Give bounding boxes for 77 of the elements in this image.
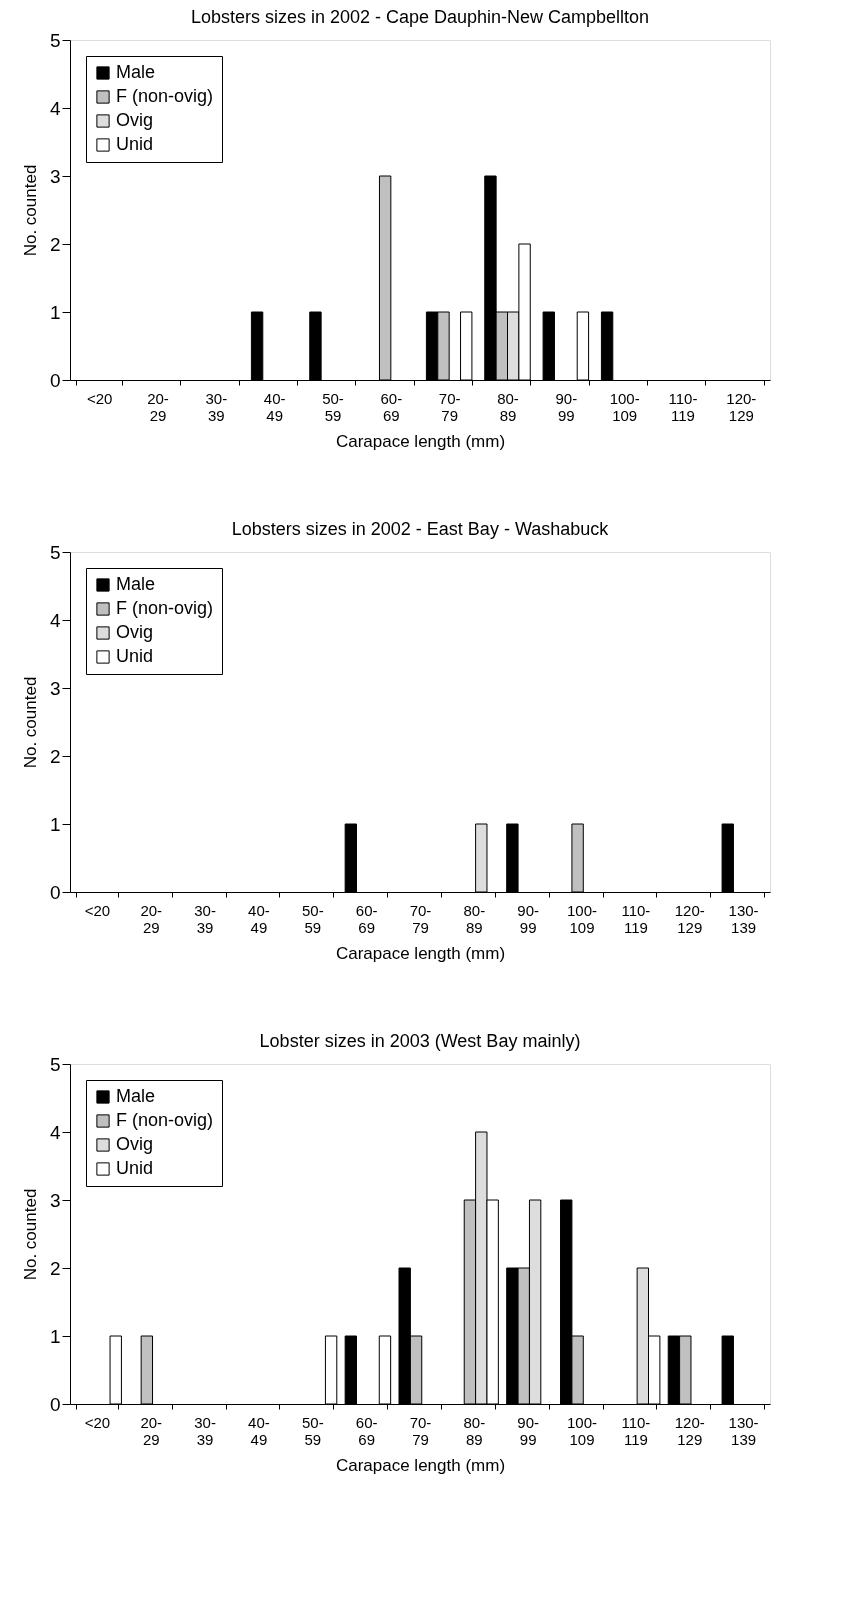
x-tick-label: 60-69	[355, 901, 378, 936]
x-tick-label: 90-99	[517, 1413, 540, 1448]
x-tick-label: 80-89	[463, 901, 486, 936]
y-tick-label: 0	[49, 1393, 61, 1415]
legend-label: F (non-ovig)	[116, 1110, 214, 1130]
y-tick-label: 1	[49, 1325, 61, 1347]
x-tick-label: 100-109	[567, 901, 598, 936]
y-axis-title: No. counted	[20, 676, 40, 769]
x-tick-label: 40-49	[248, 901, 270, 936]
y-tick-label: 1	[49, 813, 61, 835]
legend-label: Ovig	[116, 622, 154, 642]
x-tick-label: <20	[84, 901, 111, 919]
legend-label: Male	[116, 1086, 156, 1106]
x-tick-label: 30-39	[205, 389, 228, 424]
x-tick-label: 110-119	[621, 1413, 651, 1448]
x-axis-title: Carapace length (mm)	[335, 943, 506, 963]
y-tick-label: 4	[49, 609, 61, 631]
y-tick-label: 4	[49, 97, 61, 119]
y-tick-label: 5	[49, 29, 61, 51]
x-tick-label: 60-69	[355, 1413, 378, 1448]
x-tick-label: 70-79	[409, 901, 432, 936]
y-tick-label: 3	[49, 677, 61, 699]
x-tick-label: 110-119	[668, 389, 698, 424]
chart-title: Lobsters sizes in 2002 - East Bay - Washabuck	[231, 519, 610, 539]
chart-title: Lobster sizes in 2003 (West Bay mainly)	[259, 1031, 581, 1051]
x-tick-label: 30-39	[194, 901, 216, 936]
y-tick-label: 0	[49, 881, 61, 903]
y-tick-label: 3	[49, 165, 61, 187]
legend-label: Ovig	[116, 110, 154, 130]
x-tick-label: 20-29	[140, 901, 163, 936]
y-tick-label: 3	[49, 1189, 61, 1211]
x-axis-title: Carapace length (mm)	[335, 431, 506, 451]
x-tick-label: 90-99	[555, 389, 578, 424]
legend-label: Unid	[116, 134, 154, 154]
legend-label: F (non-ovig)	[116, 86, 214, 106]
legend-label: Ovig	[116, 1134, 154, 1154]
y-tick-label: 5	[49, 541, 61, 563]
x-tick-label: 50-59	[322, 389, 344, 424]
x-tick-label: 110-119	[621, 901, 651, 936]
x-tick-label: 40-49	[248, 1413, 270, 1448]
x-tick-label: 30-39	[194, 1413, 216, 1448]
chart-title: Lobsters sizes in 2002 - Cape Dauphin-New Campbellton	[190, 7, 650, 27]
x-tick-label: 70-79	[409, 1413, 432, 1448]
x-tick-label: 120-129	[726, 389, 757, 424]
x-tick-label: 130-139	[728, 1413, 759, 1448]
y-tick-label: 4	[49, 1121, 61, 1143]
y-axis-title: No. counted	[20, 1188, 40, 1281]
legend-label: F (non-ovig)	[116, 598, 214, 618]
x-tick-label: 20-29	[140, 1413, 163, 1448]
x-axis-title: Carapace length (mm)	[335, 1455, 506, 1475]
x-tick-label: 50-59	[301, 901, 324, 936]
y-tick-label: 1	[49, 301, 61, 323]
legend-label: Unid	[116, 1158, 154, 1178]
x-tick-label: 90-99	[517, 901, 540, 936]
y-tick-label: 0	[49, 369, 61, 391]
y-tick-label: 2	[49, 745, 61, 767]
x-tick-label: <20	[86, 389, 113, 407]
legend-label: Male	[116, 574, 156, 594]
x-tick-label: <20	[84, 1413, 111, 1431]
x-tick-label: 100-109	[609, 389, 640, 424]
x-tick-label: 70-79	[438, 389, 461, 424]
x-tick-label: 120-129	[674, 1413, 705, 1448]
x-tick-label: 20-29	[147, 389, 169, 424]
y-axis-title: No. counted	[20, 164, 40, 257]
x-tick-label: 40-49	[263, 389, 286, 424]
legend-label: Unid	[116, 646, 154, 666]
x-tick-label: 60-69	[380, 389, 403, 424]
y-tick-label: 5	[49, 1053, 61, 1075]
x-tick-label: 120-129	[674, 901, 705, 936]
x-tick-label: 100-109	[567, 1413, 598, 1448]
x-tick-label: 130-139	[728, 901, 759, 936]
x-tick-label: 80-89	[497, 389, 519, 424]
y-tick-label: 2	[49, 233, 61, 255]
x-tick-label: 50-59	[301, 1413, 324, 1448]
x-tick-label: 80-89	[463, 1413, 486, 1448]
y-tick-label: 2	[49, 1257, 61, 1279]
legend-label: Male	[116, 62, 156, 82]
